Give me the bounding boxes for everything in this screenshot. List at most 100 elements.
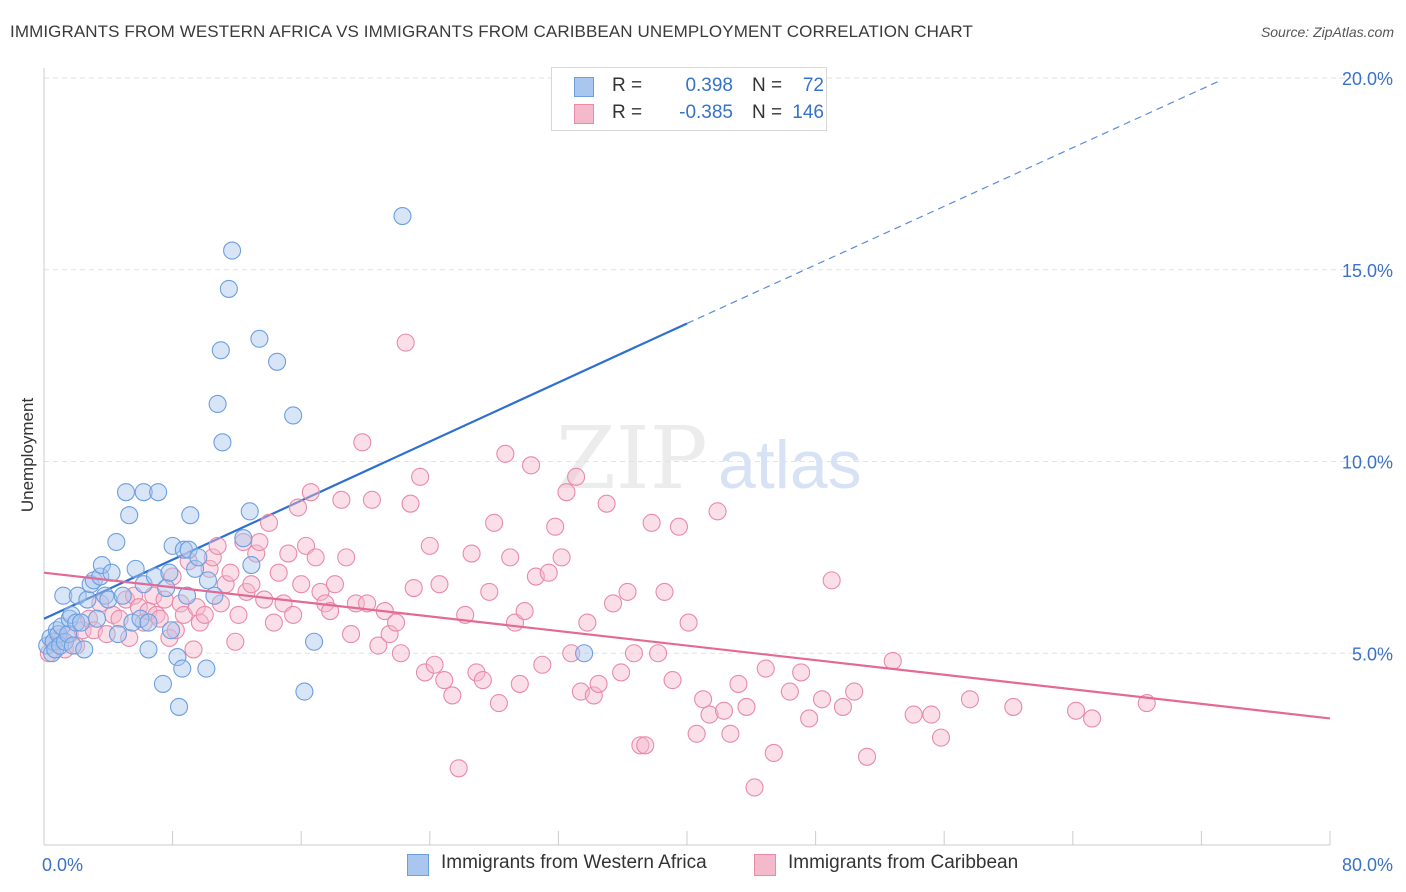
caribbean-point <box>883 651 902 670</box>
caribbean-point <box>226 632 245 651</box>
caribbean-point <box>473 671 492 690</box>
caribbean-point <box>649 644 668 663</box>
caribbean-point <box>435 671 454 690</box>
bottom-legend: Immigrants from Western Africa Immigrant… <box>0 852 1406 878</box>
caribbean-point <box>546 517 565 536</box>
caribbean-point <box>642 513 661 532</box>
caribbean-point <box>396 333 415 352</box>
n-value: 146 <box>792 102 824 123</box>
caribbean-point <box>687 724 706 743</box>
caribbean-point <box>284 605 303 624</box>
caribbean-point <box>567 467 586 486</box>
caribbean-point <box>624 644 644 663</box>
caribbean-point <box>552 548 571 567</box>
axes <box>43 68 1331 846</box>
caribbean-point <box>203 548 222 567</box>
caribbean-point <box>604 594 623 613</box>
western-africa-point <box>134 483 153 502</box>
r-label: R = <box>612 75 643 96</box>
caribbean-point <box>208 536 227 555</box>
western-africa-point <box>78 590 97 609</box>
caribbean-point <box>489 694 508 713</box>
caribbean-point <box>341 625 361 644</box>
caribbean-point <box>337 548 356 567</box>
caribbean-point <box>764 743 783 763</box>
source-label: Source: ZipAtlas.com <box>1260 24 1394 40</box>
western-africa-point <box>168 648 187 667</box>
western-africa-point <box>139 613 158 632</box>
chart-title: IMMIGRANTS FROM WESTERN AFRICA VS IMMIGR… <box>10 22 973 41</box>
caribbean-point <box>631 736 650 755</box>
watermark-zip: ZIP <box>556 409 708 509</box>
western-africa-point <box>393 207 412 226</box>
caribbean-point <box>234 532 253 552</box>
caribbean-point <box>325 575 345 594</box>
stats-legend: R = 0.398 N = 72 R = -0.385 N = 146 <box>551 67 827 131</box>
caribbean-point <box>756 659 775 678</box>
caribbean-point <box>150 609 169 628</box>
western-africa-point <box>174 540 193 559</box>
caribbean-point <box>264 613 283 632</box>
western-africa-point <box>160 563 179 582</box>
western-africa-point <box>71 613 91 632</box>
western-africa-point <box>173 659 192 678</box>
n-value: 72 <box>802 75 824 96</box>
caribbean-point <box>904 705 923 724</box>
y-tick-label: 15.0% <box>1342 261 1393 281</box>
western-africa-point <box>240 502 259 521</box>
caribbean-point <box>195 605 214 624</box>
caribbean-point <box>269 563 288 582</box>
points-caribbean <box>39 333 1156 797</box>
caribbean-point <box>425 655 444 674</box>
x-tick-label: 80.0% <box>1342 855 1393 875</box>
western-africa-point <box>153 674 173 693</box>
y-tick-label: 10.0% <box>1342 453 1393 473</box>
western-africa-point <box>178 586 197 605</box>
caribbean-point <box>292 575 311 594</box>
caribbean-point <box>597 494 616 513</box>
watermark-atlas: atlas <box>718 427 862 503</box>
caribbean-point <box>501 548 520 567</box>
caribbean-point <box>401 494 420 513</box>
caribbean-point <box>184 640 203 659</box>
pink-swatch <box>574 104 594 124</box>
western-africa-point <box>213 433 232 452</box>
caribbean-point <box>353 433 372 452</box>
western-africa-point <box>107 532 126 552</box>
r-label: R = <box>612 102 643 123</box>
r-value: -0.385 <box>679 102 733 123</box>
caribbean-point <box>279 544 298 563</box>
caribbean-point <box>332 490 351 509</box>
caribbean-point <box>589 674 608 693</box>
y-tick-label: 5.0% <box>1352 644 1393 664</box>
r-value: 0.398 <box>685 75 733 96</box>
caribbean-point <box>411 467 430 486</box>
n-label: N = <box>752 75 783 96</box>
caribbean-point <box>229 605 248 624</box>
y-axis-label: Unemployment <box>18 398 37 513</box>
caribbean-point <box>160 628 179 647</box>
western-africa-point <box>211 341 230 360</box>
caribbean-point <box>694 690 713 709</box>
caribbean-point <box>822 571 841 590</box>
western-africa-point <box>250 329 269 348</box>
caribbean-point <box>467 663 486 682</box>
caribbean-point <box>259 513 279 532</box>
caribbean-point <box>655 582 674 601</box>
caribbean-point <box>221 563 240 582</box>
caribbean-point <box>242 575 261 594</box>
western-africa-point <box>113 586 132 605</box>
western-africa-point <box>116 483 136 502</box>
caribbean-point <box>380 625 399 644</box>
caribbean-point <box>679 613 698 632</box>
western-africa-point <box>75 640 94 659</box>
caribbean-point <box>510 674 529 693</box>
western-africa-point <box>284 406 303 425</box>
caribbean-point <box>515 602 534 621</box>
western-africa-point <box>242 555 261 575</box>
western-africa-point <box>197 659 216 678</box>
caribbean-point <box>321 602 340 621</box>
pink-swatch <box>754 854 776 876</box>
caribbean-point <box>833 697 852 716</box>
x-tick-labels: 0.0% 80.0% <box>42 855 1393 875</box>
